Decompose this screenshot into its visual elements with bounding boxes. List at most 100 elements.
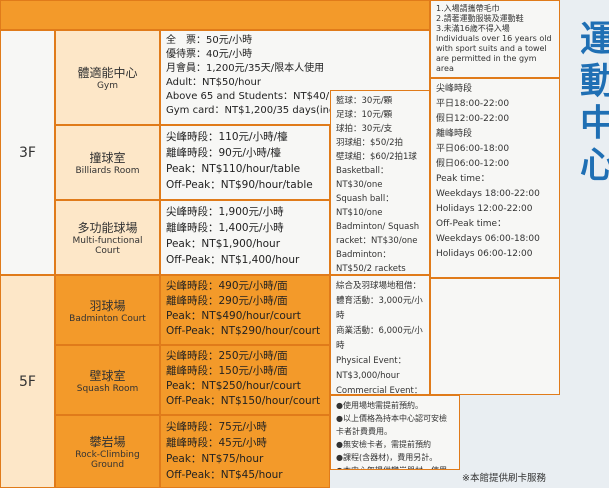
price-line: 全 票：50元/小時	[166, 35, 253, 46]
note: 2.請著運動服裝及運動鞋	[436, 14, 524, 23]
facility-name: 壁球室 Squash Room	[55, 345, 160, 415]
hours-line: 離峰時段	[436, 129, 473, 139]
note: Individuals over 16 years old with sport…	[436, 34, 552, 73]
facility-name-en: Gym	[96, 81, 119, 91]
note: 1.入場請攜帶毛巾	[436, 4, 500, 13]
price-line: 優待票：40元/小時	[166, 49, 253, 60]
price-line: Gym card：NT$1,200/35 days(individual onl…	[166, 105, 397, 116]
floor-label: 3F	[19, 144, 36, 161]
floor-cell: 5F	[0, 275, 55, 488]
rule-line: ●無安檢卡者，需提前預約	[336, 440, 431, 449]
price-line: 離峰時段：45元/小時	[166, 437, 267, 449]
hours-line: Weekdays 18:00-22:00	[436, 189, 540, 199]
price-line: Peak：NT$110/hour/table	[166, 163, 301, 175]
facility-name-en: Squash Room	[76, 383, 139, 394]
floor-cell: 3F	[0, 30, 55, 275]
footer-note: ※本館提供刷卡服務	[462, 473, 546, 484]
rental-line: Basketball：NT$30/one	[336, 166, 389, 190]
hours-line: Weekdays 06:00-18:00	[436, 234, 540, 244]
hours-line: 平日18:00-22:00	[436, 99, 510, 109]
sign-char: 中	[580, 103, 609, 144]
blank-cell	[430, 278, 560, 395]
hours-line: Holidays 06:00-12:00	[436, 249, 533, 259]
sign-char: 心	[580, 145, 609, 186]
facility-name: 撞球室 Billiards Room	[55, 125, 160, 200]
floor-label: 5F	[19, 373, 36, 390]
facility-name-zh: 壁球室	[89, 368, 126, 383]
facility-name-en: Badminton Court	[69, 313, 146, 324]
facility-name-zh: 體適能中心	[77, 66, 138, 80]
rental-line: Commercial Event：NT$6,000/hour	[336, 386, 423, 395]
price-line: Adult：NT$50/hour	[166, 77, 261, 88]
rental-line: 球拍：30元/支	[336, 124, 393, 134]
price-line: 尖峰時段：75元/小時	[166, 421, 267, 433]
price-line: 離峰時段：150元/小時/面	[166, 365, 288, 377]
price-cell: 尖峰時段：250元/小時/面 離峰時段：150元/小時/面 Peak：NT$250/…	[160, 345, 330, 415]
price-line: 月會員：1,200元/35天/限本人使用	[166, 63, 325, 74]
rule-line: ●使用場地需提前預約。	[336, 401, 423, 410]
price-cell: 尖峰時段：110元/小時/檯 離峰時段：90元/小時/檯 Peak：NT$110/h…	[160, 125, 330, 200]
rental-line: 商業活動：6,000元/小時	[336, 326, 423, 351]
rule-line: ●以上價格為持本中心認可安檢卡者計費費用。	[336, 414, 447, 436]
rental-cell: 籃球：30元/顆 足球：10元/顆 球拍：30元/支 羽球組：$50/2拍壁球組：$6…	[330, 90, 430, 275]
rule-line: ●本中心無提供攀岩器材，使用者請自備。	[336, 464, 454, 469]
rental-cell: 綜合及羽球場地租借： 體育活動：3,000元/小時 商業活動：6,000元/小時 Ph…	[330, 275, 430, 395]
price-cell: 尖峰時段：490元/小時/面 離峰時段：290元/小時/面 Peak：NT$490/…	[160, 275, 330, 345]
price-line: 尖峰時段：110元/小時/檯	[166, 131, 288, 143]
price-line: Peak：NT$75/hour	[166, 453, 264, 465]
hours-cell: 尖峰時段 平日18:00-22:00 假日12:00-22:00 離峰時段 平日06:0…	[430, 78, 560, 278]
price-line: 尖峰時段：1,900元/小時	[166, 206, 284, 218]
hours-line: Peak time：	[436, 174, 490, 184]
facility-name: 多功能球場 Multi-functional Court	[55, 200, 160, 275]
price-line: 尖峰時段：490元/小時/面	[166, 280, 288, 292]
facility-name-en: Billiards Room	[75, 166, 140, 176]
facility-name-zh: 羽球場	[89, 298, 126, 313]
price-line: Peak：NT$490/hour/court	[166, 310, 301, 322]
hours-line: 平日06:00-18:00	[436, 144, 510, 154]
facility-name-en: Rock-Climbing Ground	[75, 450, 140, 470]
price-line: Off-Peak：NT$1,400/hour	[166, 254, 300, 266]
facility-name: 羽球場 Badminton Court	[55, 275, 160, 345]
header-notes: 1.入場請攜帶毛巾 2.請著運動服裝及運動鞋 3.未滿16歲不得入場 Individu…	[430, 0, 560, 78]
facility-name: 體適能中心 Gym	[55, 30, 160, 125]
hours-line: 假日12:00-22:00	[436, 114, 510, 124]
rental-line: Badminton：NT$50/2 rackets	[336, 250, 406, 274]
price-line: Peak：NT$1,900/hour	[166, 238, 281, 250]
price-line: Off-Peak：NT$290/hour/court	[166, 325, 321, 337]
hours-line: Off-Peak time：	[436, 219, 507, 229]
rental-line: Physical Event：NT$3,000/hour	[336, 356, 407, 381]
facility-name-zh: 多功能球場	[77, 221, 138, 235]
price-line: 尖峰時段：250元/小時/面	[166, 350, 288, 362]
price-cell: 尖峰時段：75元/小時 離峰時段：45元/小時 Peak：NT$75/hour Off…	[160, 415, 330, 488]
price-line: Off-Peak：NT$150/hour/court	[166, 395, 321, 407]
note: 3.未滿16歲不得入場	[436, 24, 510, 33]
price-line: 離峰時段：290元/小時/面	[166, 295, 288, 307]
rules-cell: ●使用場地需提前預約。 ●以上價格為持本中心認可安檢卡者計費費用。 ●無安檢卡者，需…	[330, 395, 460, 470]
price-line: 離峰時段：1,400元/小時	[166, 222, 284, 234]
price-cell: 尖峰時段：1,900元/小時 離峰時段：1,400元/小時 Peak：NT$1,90…	[160, 200, 330, 275]
rental-line: Badminton/ Squash racket：NT$30/one	[336, 222, 420, 246]
rental-line: Squash ball：NT$10/one	[336, 194, 394, 218]
sign-char: 動	[580, 61, 609, 102]
header-band	[0, 0, 430, 30]
rental-line: 體育活動：3,000元/小時	[336, 296, 423, 321]
rental-line: 羽球組：$50/2拍	[336, 138, 403, 148]
facility-name-en: Multi-functional Court	[72, 236, 143, 256]
facility-name-zh: 攀岩場	[89, 435, 126, 449]
hours-line: Holidays 12:00-22:00	[436, 204, 533, 214]
price-line: Off-Peak：NT$45/hour	[166, 469, 283, 481]
rental-line: 壁球組：$60/2拍1球	[336, 152, 417, 162]
facility-name: 攀岩場 Rock-Climbing Ground	[55, 415, 160, 488]
rental-line: 足球：10元/顆	[336, 110, 393, 120]
price-line: Peak：NT$250/hour/court	[166, 380, 301, 392]
sign-char: 運	[580, 19, 609, 60]
price-line: 離峰時段：90元/小時/檯	[166, 147, 281, 159]
rental-line: 籃球：30元/顆	[336, 96, 393, 106]
rule-line: ●課程(含器材)，費用另計。	[336, 453, 438, 462]
price-line: Off-Peak：NT$90/hour/table	[166, 179, 313, 191]
facility-name-zh: 撞球室	[89, 151, 126, 165]
price-line: Above 65 and Students：NT$40/hour	[166, 91, 352, 102]
hours-line: 假日06:00-12:00	[436, 159, 510, 169]
